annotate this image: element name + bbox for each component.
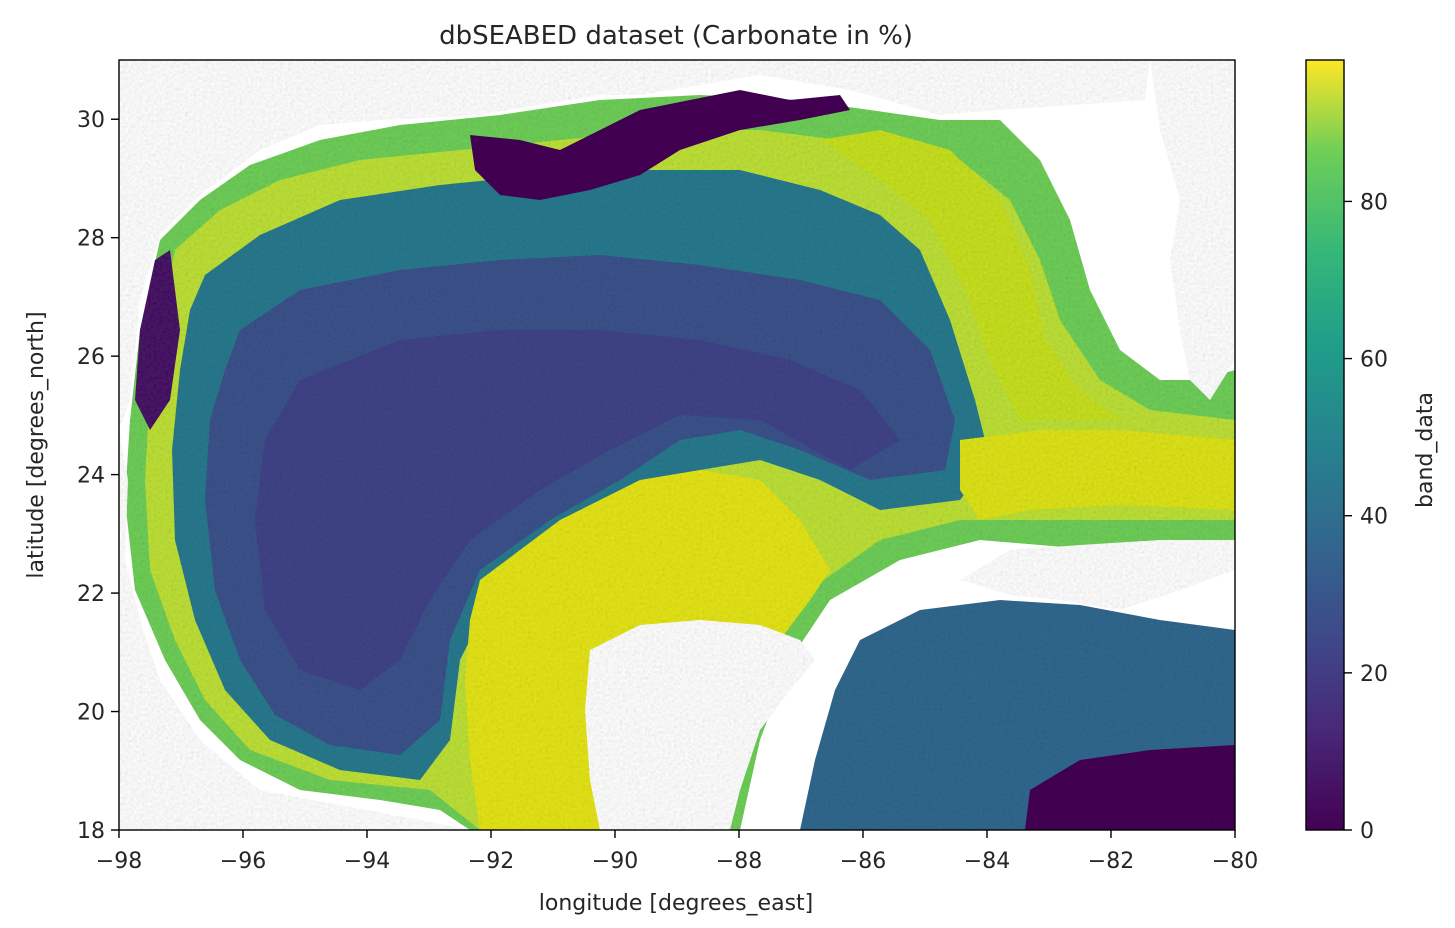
- colorbar-ticks: 0 20 40 60 80: [1344, 190, 1388, 844]
- cuba-land: [960, 540, 1235, 610]
- mexico-land: [119, 430, 470, 830]
- colorbar-tick-label: 0: [1360, 819, 1374, 844]
- colorbar-label: band_data: [1413, 392, 1438, 508]
- x-axis-ticks: −98 −96 −94 −92 −90 −88 −86 −84 −82 −80: [96, 830, 1258, 874]
- plot-frame: [118, 59, 1236, 831]
- basin-core: [255, 330, 900, 690]
- y-axis-label: latitude [degrees_north]: [24, 311, 49, 578]
- x-tick-label: −90: [592, 849, 638, 874]
- caribbean-low-carbonate: [1025, 745, 1235, 830]
- x-tick-label: −92: [468, 849, 514, 874]
- colorbar-tick-label: 40: [1360, 505, 1388, 530]
- north-america-land: [119, 60, 1150, 430]
- north-coast-low-carbonate: [470, 90, 850, 200]
- x-axis-label: longitude [degrees_east]: [539, 891, 813, 916]
- y-tick-label: 22: [77, 582, 105, 607]
- x-tick-label: −82: [1088, 849, 1134, 874]
- colorbar-tick-label: 20: [1360, 662, 1388, 687]
- y-tick-label: 24: [77, 464, 105, 489]
- y-tick-label: 26: [77, 345, 105, 370]
- y-tick-label: 30: [77, 108, 105, 133]
- chart-title: dbSEABED dataset (Carbonate in %): [439, 21, 913, 51]
- y-tick-label: 20: [77, 701, 105, 726]
- colorbar: [1305, 59, 1345, 831]
- yucatan-land: [585, 620, 815, 830]
- florida-straits: [960, 430, 1235, 520]
- x-tick-label: −94: [344, 849, 390, 874]
- y-tick-label: 18: [77, 819, 105, 844]
- x-tick-label: −84: [964, 849, 1010, 874]
- y-axis-ticks: 18 20 22 24 26 28 30: [77, 108, 119, 844]
- west-florida-shelf: [820, 130, 1120, 420]
- colorbar-tick-label: 80: [1360, 190, 1388, 215]
- colorbar-tick-label: 60: [1360, 348, 1388, 373]
- x-tick-label: −80: [1212, 849, 1258, 874]
- x-tick-label: −86: [840, 849, 886, 874]
- x-tick-label: −88: [716, 849, 762, 874]
- x-tick-label: −98: [96, 849, 142, 874]
- west-coast-low-carbonate: [135, 250, 180, 430]
- y-tick-label: 28: [77, 227, 105, 252]
- florida-land: [1150, 60, 1235, 400]
- heatmap-image: [119, 60, 1235, 830]
- x-tick-label: −96: [220, 849, 266, 874]
